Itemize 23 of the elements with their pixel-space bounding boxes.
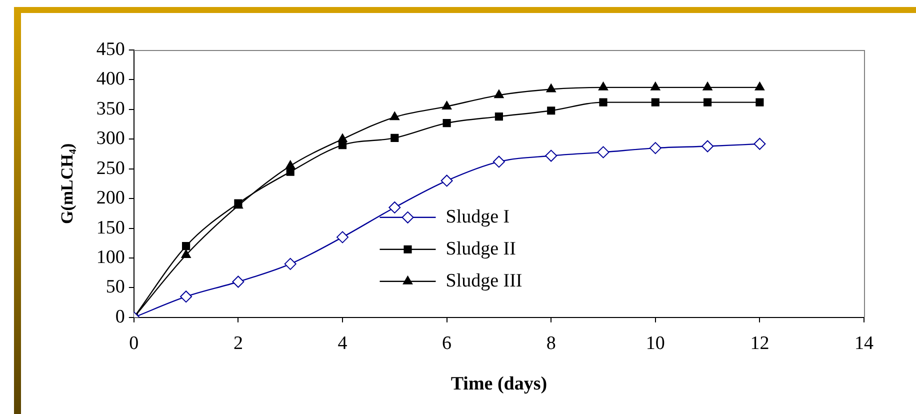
y-tick-label: 150 xyxy=(96,217,125,238)
x-tick-label: 10 xyxy=(646,332,665,354)
y-tick-label: 100 xyxy=(96,246,125,268)
y-tick-label: 200 xyxy=(96,188,125,209)
x-tick-label: 0 xyxy=(129,332,139,354)
x-tick-label: 8 xyxy=(546,332,556,354)
y-tick-label: 250 xyxy=(96,158,125,179)
legend-label: Sludge III xyxy=(446,270,522,292)
y-tick-label: 450 xyxy=(96,38,125,60)
x-tick-label: 2 xyxy=(233,332,243,354)
x-tick-label: 6 xyxy=(442,332,452,354)
x-tick-label: 14 xyxy=(854,332,874,354)
y-tick-label: 400 xyxy=(96,68,125,90)
y-tick-label: 350 xyxy=(96,98,125,120)
y-axis-title: G(mLCH₄) xyxy=(58,143,77,224)
x-tick-label: 4 xyxy=(338,332,348,354)
x-axis-title: Time (days) xyxy=(450,374,548,395)
legend-label: Sludge II xyxy=(446,238,516,260)
y-tick-label: 300 xyxy=(96,128,125,150)
y-tick-label: 50 xyxy=(106,276,125,298)
legend-label: Sludge I xyxy=(446,206,510,228)
y-tick-label: 0 xyxy=(115,306,125,328)
x-tick-label: 12 xyxy=(750,332,770,354)
